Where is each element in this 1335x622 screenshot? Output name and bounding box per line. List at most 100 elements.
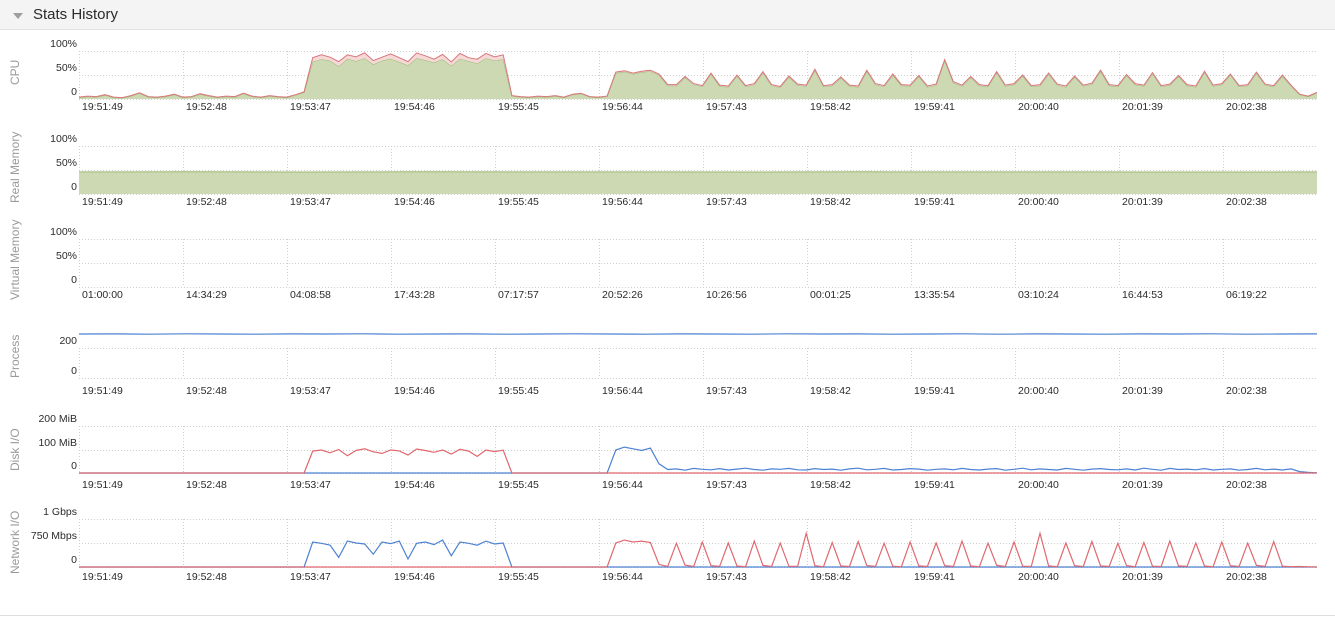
x-tick-label: 19:54:46 xyxy=(394,196,435,208)
x-tick-label: 19:52:48 xyxy=(186,101,227,113)
x-tick-label: 19:52:48 xyxy=(186,196,227,208)
y-tick-label: 0 xyxy=(71,274,77,286)
x-tick-label: 19:53:47 xyxy=(290,571,331,583)
y-tick-label: 50% xyxy=(55,250,77,262)
x-tick-label: 20:02:38 xyxy=(1226,571,1267,583)
y-tick-label: 100% xyxy=(50,133,77,145)
y-tick-label: 50% xyxy=(55,62,77,74)
y-tick-label: 1 Gbps xyxy=(43,506,77,518)
chart-row-real-memory: Real Memory 100% 50% 0 19:51:49 19:52:48 19:5… xyxy=(0,123,1335,218)
x-tick-label: 10:26:56 xyxy=(706,289,747,301)
x-tick-label: 19:51:49 xyxy=(82,196,123,208)
x-tick-label: 19:53:47 xyxy=(290,479,331,491)
x-tick-label: 19:58:42 xyxy=(810,385,851,397)
y-tick-label: 100 MiB xyxy=(38,437,77,449)
cpu-plot xyxy=(79,51,1317,100)
x-tick-label: 20:01:39 xyxy=(1122,479,1163,491)
virtual-memory-plot xyxy=(79,239,1317,288)
x-tick-label: 20:52:26 xyxy=(602,289,643,301)
x-tick-label: 20:00:40 xyxy=(1018,385,1059,397)
x-tick-label: 19:53:47 xyxy=(290,101,331,113)
x-tick-label: 19:58:42 xyxy=(810,101,851,113)
x-tick-label: 19:55:45 xyxy=(498,479,539,491)
x-tick-label: 13:35:54 xyxy=(914,289,955,301)
y-tick-label: 200 MiB xyxy=(38,413,77,425)
x-tick-label: 19:52:48 xyxy=(186,385,227,397)
x-tick-label: 20:02:38 xyxy=(1226,101,1267,113)
y-tick-label: 0 xyxy=(71,460,77,472)
x-tick-label: 20:02:38 xyxy=(1226,479,1267,491)
panel-bottom-border xyxy=(0,615,1335,616)
chart-row-network-io: Network I/O 1 Gbps 750 Mbps 0 19:51:49 19:52… xyxy=(0,500,1335,595)
x-tick-label: 19:58:42 xyxy=(810,571,851,583)
x-tick-label: 14:34:29 xyxy=(186,289,227,301)
collapse-triangle-icon[interactable] xyxy=(13,12,23,19)
x-tick-label: 19:51:49 xyxy=(82,479,123,491)
x-tick-label: 19:55:45 xyxy=(498,571,539,583)
x-tick-label: 19:59:41 xyxy=(914,385,955,397)
x-tick-label: 04:08:58 xyxy=(290,289,331,301)
chart-row-virtual-memory: Virtual Memory 100% 50% 0 01:00:00 14:34:29 0… xyxy=(0,218,1335,310)
chart-row-process: Process 200 0 19:51:49 19:52:48 19:53:47 19:5… xyxy=(0,310,1335,405)
y-tick-label: 750 Mbps xyxy=(30,530,77,542)
x-tick-label: 19:54:46 xyxy=(394,479,435,491)
x-tick-label: 19:55:45 xyxy=(498,101,539,113)
stats-history-header[interactable]: Stats History xyxy=(0,0,1335,30)
x-tick-label: 19:52:48 xyxy=(186,479,227,491)
x-tick-label: 20:01:39 xyxy=(1122,571,1163,583)
x-tick-label: 19:56:44 xyxy=(602,479,643,491)
x-tick-label: 19:55:45 xyxy=(498,385,539,397)
x-tick-label: 20:01:39 xyxy=(1122,196,1163,208)
chart-row-cpu: CPU 100% 50% 0 19:51:49 19:52:48 19:53:47 19:5… xyxy=(0,30,1335,123)
x-tick-label: 19:51:49 xyxy=(82,571,123,583)
y-tick-label: 100% xyxy=(50,226,77,238)
x-tick-label: 20:02:38 xyxy=(1226,385,1267,397)
x-tick-label: 19:59:41 xyxy=(914,196,955,208)
x-tick-label: 19:56:44 xyxy=(602,101,643,113)
x-tick-label: 20:01:39 xyxy=(1122,385,1163,397)
x-tick-label: 06:19:22 xyxy=(1226,289,1267,301)
chart-row-disk-io: Disk I/O 200 MiB 100 MiB 0 19:51:49 19:52:48… xyxy=(0,405,1335,500)
x-tick-label: 17:43:28 xyxy=(394,289,435,301)
x-tick-label: 19:57:43 xyxy=(706,196,747,208)
x-tick-label: 19:51:49 xyxy=(82,101,123,113)
x-tick-label: 01:00:00 xyxy=(82,289,123,301)
x-tick-label: 19:56:44 xyxy=(602,385,643,397)
x-tick-label: 19:57:43 xyxy=(706,101,747,113)
charts-container: CPU 100% 50% 0 19:51:49 19:52:48 19:53:47 19:5… xyxy=(0,30,1335,595)
x-tick-label: 20:00:40 xyxy=(1018,479,1059,491)
x-tick-label: 20:02:38 xyxy=(1226,196,1267,208)
x-tick-label: 19:57:43 xyxy=(706,385,747,397)
panel-title: Stats History xyxy=(33,6,119,23)
x-tick-label: 19:59:41 xyxy=(914,571,955,583)
x-tick-label: 19:55:45 xyxy=(498,196,539,208)
x-tick-label: 19:56:44 xyxy=(602,196,643,208)
x-tick-label: 19:54:46 xyxy=(394,385,435,397)
x-tick-label: 19:54:46 xyxy=(394,571,435,583)
x-tick-label: 03:10:24 xyxy=(1018,289,1059,301)
x-tick-label: 19:53:47 xyxy=(290,385,331,397)
y-tick-label: 100% xyxy=(50,38,77,50)
y-tick-label: 200 xyxy=(59,335,77,347)
x-tick-label: 19:56:44 xyxy=(602,571,643,583)
x-tick-label: 19:54:46 xyxy=(394,101,435,113)
x-tick-label: 19:52:48 xyxy=(186,571,227,583)
network-i-o-plot xyxy=(79,519,1317,568)
x-tick-label: 19:58:42 xyxy=(810,196,851,208)
x-tick-label: 19:57:43 xyxy=(706,571,747,583)
x-tick-label: 20:00:40 xyxy=(1018,101,1059,113)
y-tick-label: 0 xyxy=(71,365,77,377)
x-tick-label: 20:00:40 xyxy=(1018,571,1059,583)
process-plot xyxy=(79,333,1317,379)
x-tick-label: 07:17:57 xyxy=(498,289,539,301)
x-tick-label: 20:00:40 xyxy=(1018,196,1059,208)
x-tick-label: 19:51:49 xyxy=(82,385,123,397)
x-tick-label: 19:59:41 xyxy=(914,101,955,113)
x-tick-label: 19:59:41 xyxy=(914,479,955,491)
x-tick-label: 00:01:25 xyxy=(810,289,851,301)
x-tick-label: 16:44:53 xyxy=(1122,289,1163,301)
y-tick-label: 50% xyxy=(55,157,77,169)
x-tick-label: 19:58:42 xyxy=(810,479,851,491)
x-tick-label: 19:53:47 xyxy=(290,196,331,208)
